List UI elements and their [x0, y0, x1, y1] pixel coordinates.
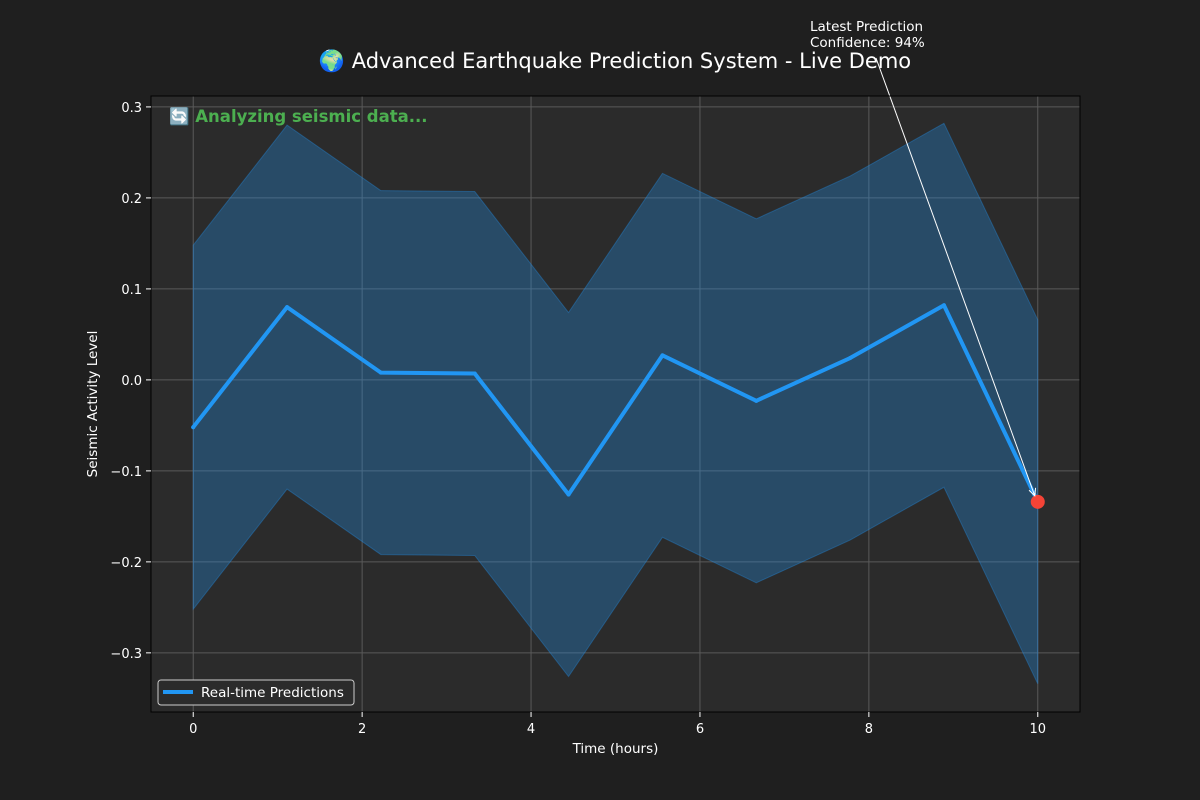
data-point — [941, 303, 946, 308]
annotation-arrowhead — [1028, 487, 1037, 497]
annotation: Latest Prediction Confidence: 94% — [810, 19, 1037, 497]
annotation-arrow — [875, 57, 1036, 496]
y-tick-label: −0.1 — [110, 465, 142, 480]
y-tick-label: 0.3 — [121, 101, 142, 116]
y-tick-label: 0.0 — [121, 374, 142, 389]
annotation-line-2: Confidence: 94% — [810, 35, 925, 51]
x-tick-label: 10 — [1029, 722, 1046, 737]
plot-frame — [150, 95, 1081, 713]
x-tick-label: 0 — [189, 722, 197, 737]
x-tick-label: 4 — [527, 722, 535, 737]
prediction-line — [191, 303, 1040, 504]
latest-prediction-marker — [1030, 494, 1045, 509]
x-tick-label: 6 — [696, 722, 704, 737]
x-tick-label: 2 — [358, 722, 366, 737]
x-tick-label: 8 — [865, 722, 873, 737]
status-text: 🔄 Analyzing seismic data... — [169, 107, 428, 126]
x-axis-label: Time (hours) — [572, 741, 659, 757]
legend: Real-time Predictions — [157, 679, 355, 706]
data-point — [754, 398, 759, 403]
y-axis-label: Seismic Activity Level — [85, 331, 101, 478]
data-point — [472, 371, 477, 376]
confidence-band — [192, 122, 1039, 685]
data-point — [566, 492, 571, 497]
data-point — [378, 370, 383, 375]
legend-box — [157, 679, 355, 706]
plot-area — [151, 96, 1080, 712]
y-tick-label: −0.3 — [110, 647, 142, 662]
data-point — [848, 356, 853, 361]
grid — [151, 96, 1080, 712]
annotation-line-1: Latest Prediction — [810, 19, 923, 35]
x-axis: 0 2 4 6 8 10 — [189, 712, 1046, 737]
data-point — [285, 305, 290, 310]
legend-label: Real-time Predictions — [201, 685, 344, 701]
chart-title: 🌍 Advanced Earthquake Prediction System … — [319, 48, 911, 73]
y-tick-label: −0.2 — [110, 556, 142, 571]
y-tick-label: 0.1 — [121, 283, 142, 298]
data-point — [660, 353, 665, 358]
data-point — [191, 425, 196, 430]
y-tick-label: 0.2 — [121, 192, 142, 207]
y-axis: −0.3 −0.2 −0.1 0.0 0.1 0.2 0.3 — [110, 101, 151, 662]
